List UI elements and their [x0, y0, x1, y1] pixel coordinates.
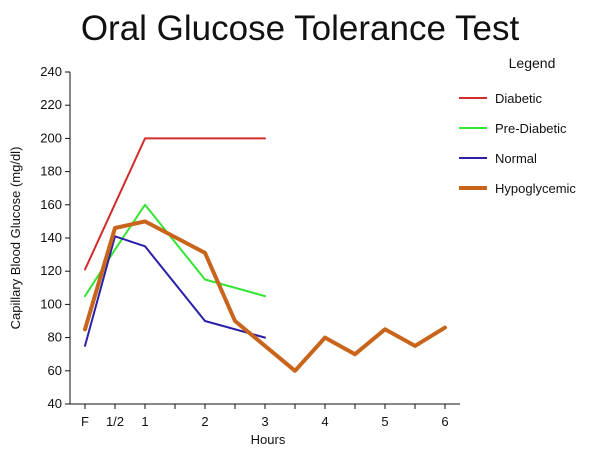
- y-tick-label: 180: [40, 164, 62, 179]
- legend-label-normal: Normal: [495, 151, 537, 166]
- x-tick-label: 1: [141, 414, 148, 429]
- x-tick-label: 1/2: [106, 414, 124, 429]
- x-ticks: F 1/2 1 2 3 4 5 6: [81, 404, 449, 429]
- x-tick-label: 2: [201, 414, 208, 429]
- y-tick-label: 80: [48, 330, 62, 345]
- legend-label-hypoglycemic: Hypoglycemic: [495, 181, 576, 196]
- x-tick-label: 3: [261, 414, 268, 429]
- series-lines: [83, 137, 447, 373]
- legend-items: Diabetic Pre-Diabetic Normal Hypoglycemic: [459, 91, 576, 196]
- plot-area: 40 60 80 100 120 140 160 180 200 220 240 F 1/2 1 2 3 4 5…: [40, 64, 460, 429]
- x-tick-label: F: [81, 414, 89, 429]
- y-tick-label: 40: [48, 396, 62, 411]
- x-tick-label: 6: [441, 414, 448, 429]
- x-axis-label: Hours: [251, 432, 286, 447]
- y-axis-label: Capillary Blood Glucose (mg/dl): [8, 147, 23, 330]
- y-tick-label: 60: [48, 363, 62, 378]
- y-tick-label: 200: [40, 130, 62, 145]
- legend: Legend Diabetic Pre-Diabetic Normal Hypogly…: [459, 55, 576, 196]
- x-tick-label: 5: [381, 414, 388, 429]
- y-tick-label: 240: [40, 64, 62, 79]
- chart-title: Oral Glucose Tolerance Test: [81, 9, 520, 48]
- y-tick-label: 140: [40, 230, 62, 245]
- legend-label-pre-diabetic: Pre-Diabetic: [495, 121, 567, 136]
- legend-label-diabetic: Diabetic: [495, 91, 542, 106]
- y-ticks: 40 60 80 100 120 140 160 180 200 220 240: [40, 64, 70, 411]
- y-tick-label: 120: [40, 263, 62, 278]
- series-line-diabetic: [84, 137, 266, 271]
- series-line-normal: [84, 235, 266, 347]
- legend-title: Legend: [509, 55, 556, 71]
- series-line-hypoglycemic: [83, 219, 447, 373]
- y-tick-label: 220: [40, 97, 62, 112]
- y-tick-label: 160: [40, 197, 62, 212]
- y-tick-label: 100: [40, 296, 62, 311]
- x-tick-label: 4: [321, 414, 328, 429]
